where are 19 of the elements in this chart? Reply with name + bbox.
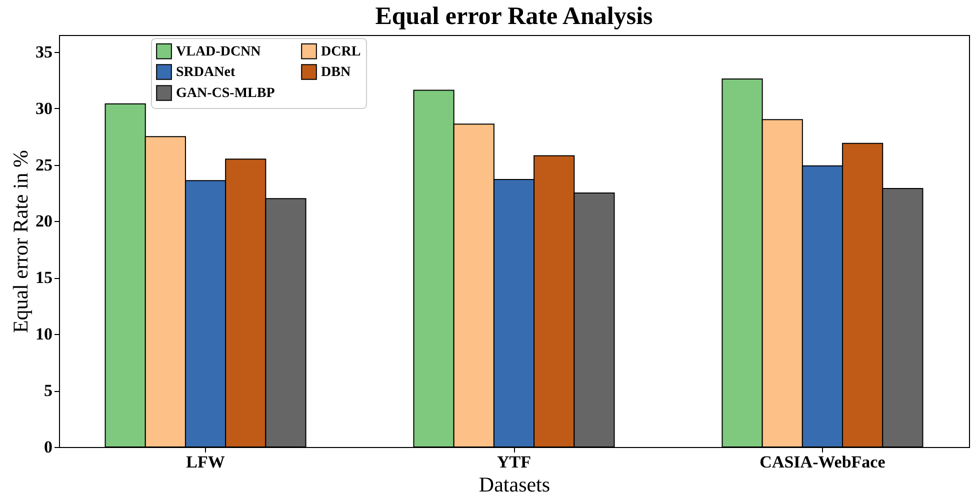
y-tick-label: 0 xyxy=(44,438,52,456)
y-tick-label: 30 xyxy=(36,98,52,118)
x-tick-label: YTF xyxy=(497,452,531,472)
y-tick-label: 25 xyxy=(36,155,52,174)
y-tick-label: 5 xyxy=(44,381,52,400)
chart-title: Equal error Rate Analysis xyxy=(375,3,654,30)
legend-label: GAN-CS-MLBP xyxy=(176,86,276,101)
y-tick-label: 15 xyxy=(36,268,52,288)
x-tick-label: LFW xyxy=(186,452,225,472)
y-tick-label: 10 xyxy=(36,324,52,344)
y-axis-title: Equal error Rate in % xyxy=(8,150,32,334)
legend-label: VLAD-DCNN xyxy=(176,44,261,60)
x-tick-label: CASIA-WebFace xyxy=(760,452,886,472)
legend-label: DBN xyxy=(321,65,351,80)
legend-label: SRDANet xyxy=(176,65,236,80)
x-axis-title: Datasets xyxy=(478,472,550,496)
legend-label: DCRL xyxy=(321,44,361,60)
y-tick-label: 35 xyxy=(36,42,52,62)
y-tick-label: 20 xyxy=(36,212,52,231)
